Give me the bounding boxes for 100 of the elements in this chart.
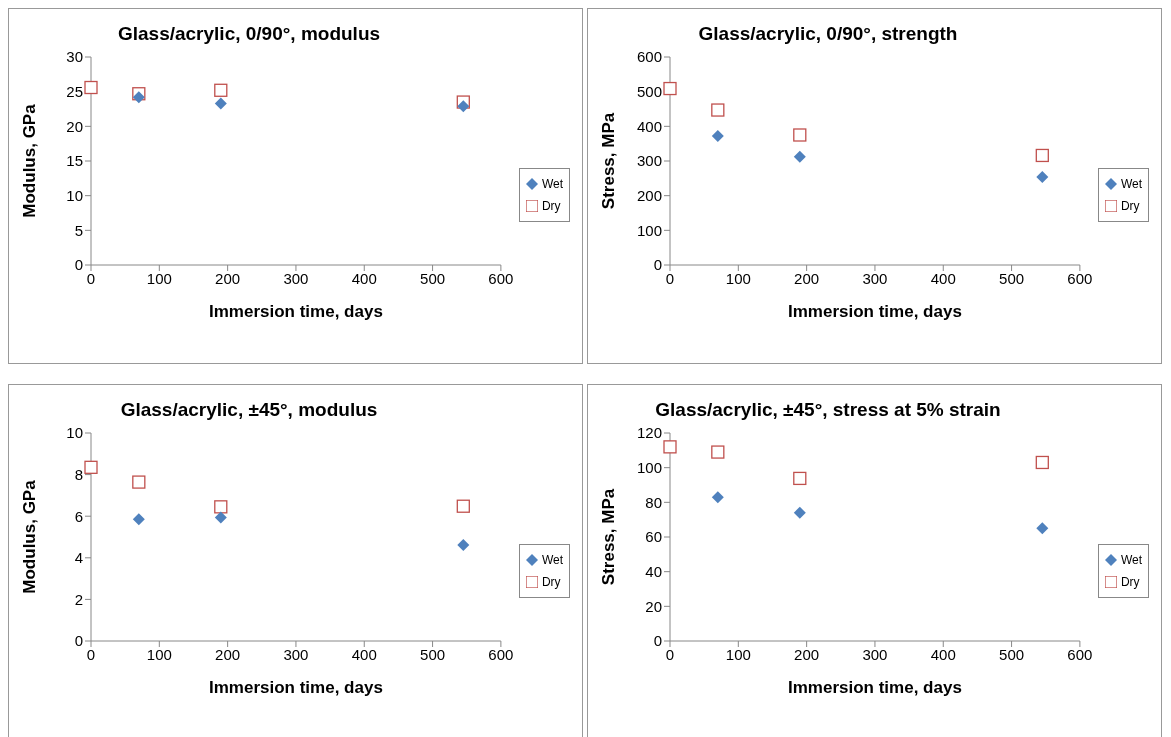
- x-tick-label: 400: [930, 269, 956, 287]
- point: [793, 471, 807, 486]
- point: [132, 91, 145, 104]
- x-tick-label: 200: [794, 269, 820, 287]
- x-tick-label: 500: [999, 645, 1025, 663]
- x-tick-label: 300: [283, 269, 309, 287]
- point: [711, 445, 725, 459]
- point: [457, 539, 470, 552]
- legend-label: Dry: [1120, 199, 1140, 213]
- point: [793, 150, 806, 163]
- x-tick-label: 100: [146, 645, 172, 663]
- y-tick-label: 0: [74, 632, 83, 650]
- y-tick-label: 15: [66, 152, 83, 170]
- y-tick-label: 40: [645, 562, 662, 580]
- x-axis-title: Immersion time, days: [788, 302, 962, 321]
- y-tick-label: 10: [66, 186, 83, 204]
- chart-title: Glass/acrylic, 0/90°, strength: [697, 23, 959, 45]
- x-tick-label: 200: [215, 645, 241, 663]
- y-tick-label: 2: [74, 590, 83, 608]
- point: [793, 506, 806, 519]
- point: [457, 100, 470, 113]
- x-tick-label: 600: [1067, 645, 1093, 663]
- y-tick-label: 120: [636, 424, 662, 442]
- y-tick-label: 0: [653, 256, 662, 274]
- y-tick-label: 80: [645, 493, 662, 511]
- x-tick-label: 0: [86, 269, 96, 287]
- legend-label: Dry: [541, 199, 561, 213]
- y-tick-label: 20: [66, 117, 83, 135]
- x-tick-label: 600: [1067, 269, 1093, 287]
- x-tick-label: 500: [420, 269, 446, 287]
- y-tick-label: 300: [636, 152, 662, 170]
- y-axis-title: Modulus, GPa: [20, 479, 40, 594]
- point: [214, 500, 228, 514]
- y-axis-title: Modulus, GPa: [20, 103, 40, 218]
- legend-label: Wet: [541, 553, 563, 567]
- point: [214, 97, 227, 110]
- x-tick-label: 500: [999, 269, 1025, 287]
- x-tick-label: 600: [488, 645, 514, 663]
- point: [1036, 522, 1049, 535]
- point: [1035, 148, 1049, 163]
- legend-label: Wet: [541, 177, 563, 191]
- point: [711, 491, 724, 504]
- point: [84, 80, 98, 95]
- y-tick-label: 400: [636, 117, 662, 135]
- point: [663, 81, 677, 96]
- y-axis-title: Stress, MPa: [599, 112, 619, 210]
- x-tick-label: 100: [725, 269, 751, 287]
- y-tick-label: 25: [66, 82, 83, 100]
- legend-label: Wet: [1120, 553, 1142, 567]
- x-tick-label: 0: [665, 269, 675, 287]
- x-tick-label: 0: [86, 645, 96, 663]
- y-tick-label: 100: [636, 221, 662, 239]
- point: [1035, 455, 1049, 470]
- y-tick-label: 60: [645, 528, 662, 546]
- chart-title: Glass/acrylic, ±45°, modulus: [119, 399, 379, 421]
- point: [84, 460, 98, 474]
- point: [456, 499, 470, 513]
- x-tick-label: 400: [351, 645, 377, 663]
- y-tick-label: 5: [74, 221, 83, 239]
- x-tick-label: 400: [351, 269, 377, 287]
- x-tick-label: 300: [862, 645, 888, 663]
- x-tick-label: 200: [794, 645, 820, 663]
- legend-label: Wet: [1120, 177, 1142, 191]
- x-tick-label: 500: [420, 645, 446, 663]
- legend-label: Dry: [1120, 575, 1140, 589]
- x-tick-label: 400: [930, 645, 956, 663]
- y-tick-label: 10: [66, 424, 83, 442]
- chart-title: Glass/acrylic, 0/90°, modulus: [116, 23, 382, 45]
- y-axis-title: Stress, MPa: [599, 488, 619, 586]
- x-tick-label: 100: [146, 269, 172, 287]
- y-tick-label: 0: [74, 256, 83, 274]
- x-axis-title: Immersion time, days: [788, 678, 962, 697]
- point: [132, 475, 146, 489]
- x-tick-label: 100: [725, 645, 751, 663]
- x-tick-label: 600: [488, 269, 514, 287]
- x-axis-title: Immersion time, days: [209, 678, 383, 697]
- x-axis-title: Immersion time, days: [209, 302, 383, 321]
- y-tick-label: 20: [645, 597, 662, 615]
- point: [711, 130, 724, 143]
- y-tick-label: 600: [636, 48, 662, 66]
- x-tick-label: 300: [862, 269, 888, 287]
- point: [1036, 170, 1049, 183]
- x-tick-label: 300: [283, 645, 309, 663]
- point: [214, 83, 228, 97]
- point: [711, 103, 725, 117]
- point: [132, 513, 145, 526]
- y-tick-label: 8: [74, 465, 83, 483]
- point: [793, 128, 807, 142]
- chart-title: Glass/acrylic, ±45°, stress at 5% strain: [654, 399, 1002, 421]
- y-tick-label: 4: [74, 549, 83, 567]
- y-tick-label: 6: [74, 507, 83, 525]
- point: [214, 511, 227, 524]
- x-tick-label: 200: [215, 269, 241, 287]
- point: [663, 440, 677, 454]
- y-tick-label: 100: [636, 458, 662, 476]
- x-tick-label: 0: [665, 645, 675, 663]
- y-tick-label: 30: [66, 48, 83, 66]
- legend-label: Dry: [541, 575, 561, 589]
- y-tick-label: 500: [636, 82, 662, 100]
- y-tick-label: 200: [636, 186, 662, 204]
